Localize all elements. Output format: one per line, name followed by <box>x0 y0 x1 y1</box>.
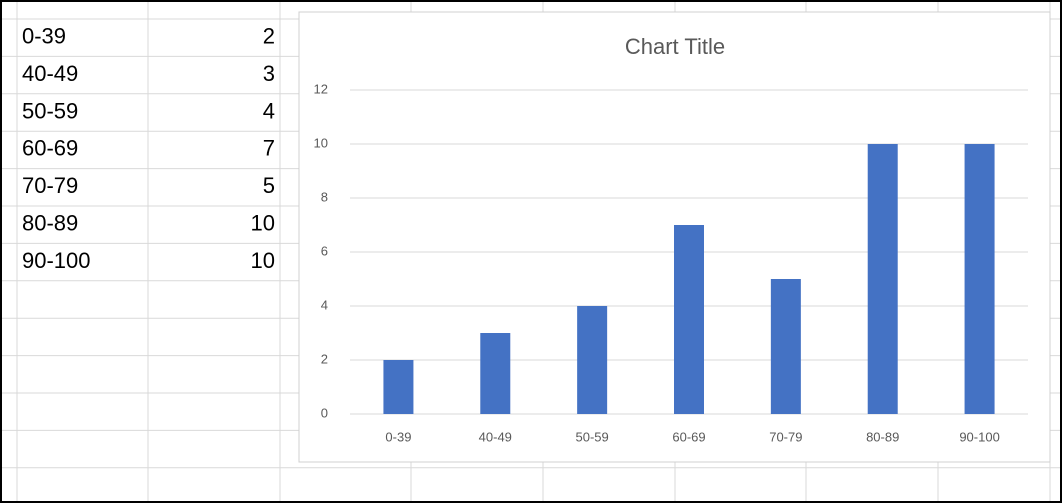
plot: 0 2 4 6 8 10 12 0-39 40-49 50-59 60-69 70-79 80-89 90… <box>314 81 1028 444</box>
chart-title: Chart Title <box>625 34 725 59</box>
x-tick-label: 80-89 <box>866 429 899 444</box>
table-value: 10 <box>251 248 275 273</box>
x-tick-label: 40-49 <box>479 429 512 444</box>
bar <box>383 360 414 414</box>
table-label: 40-49 <box>22 61 78 86</box>
table: 0-39 2 40-49 3 50-59 4 60-69 7 70-79 5 80-89 10 90-1… <box>22 24 275 273</box>
x-tick-label: 0-39 <box>385 429 411 444</box>
x-tick-label: 70-79 <box>769 429 802 444</box>
table-value: 3 <box>263 61 275 86</box>
table-value: 4 <box>263 98 275 123</box>
x-tick-label: 90-100 <box>959 429 999 444</box>
table-label: 0-39 <box>22 24 66 49</box>
table-label: 80-89 <box>22 211 78 236</box>
table-value: 10 <box>251 211 275 236</box>
bar <box>964 144 995 414</box>
table-label: 90-100 <box>22 248 91 273</box>
table-value: 2 <box>263 24 275 49</box>
table-label: 70-79 <box>22 173 78 198</box>
y-tick-label: 0 <box>321 405 328 420</box>
table-label: 50-59 <box>22 98 78 123</box>
bar <box>770 279 801 414</box>
bar <box>577 306 608 414</box>
y-tick-label: 8 <box>321 189 328 204</box>
y-tick-label: 4 <box>321 297 328 312</box>
bar <box>867 144 898 414</box>
y-tick-label: 6 <box>321 243 328 258</box>
bar <box>674 225 704 414</box>
x-tick-label: 50-59 <box>576 429 609 444</box>
bar <box>480 333 511 414</box>
table-value: 7 <box>263 136 275 161</box>
table-value: 5 <box>263 173 275 198</box>
y-tick-label: 10 <box>314 135 328 150</box>
y-tick-label: 12 <box>314 81 328 96</box>
x-tick-label: 60-69 <box>672 429 705 444</box>
y-tick-label: 2 <box>321 351 328 366</box>
table-label: 60-69 <box>22 136 78 161</box>
